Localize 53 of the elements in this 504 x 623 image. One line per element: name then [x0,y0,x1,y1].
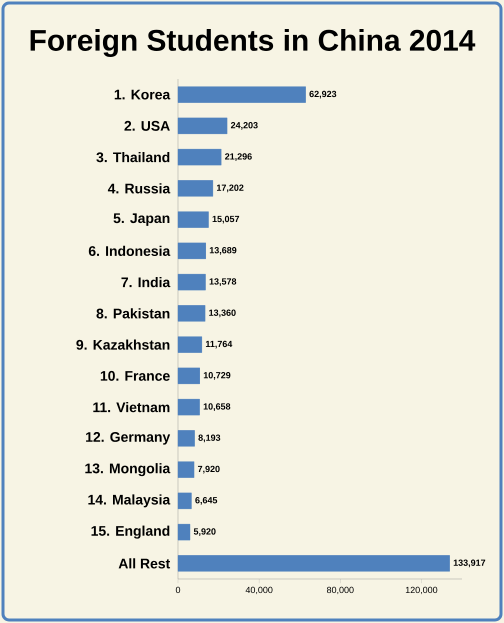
y-tick-label: 1. Korea [114,90,170,100]
data-label: 5,920 [194,528,216,536]
x-tick-label: 120,000 [406,586,438,594]
y-tick-label: 8. Pakistan [96,308,170,318]
data-label: 13,578 [210,278,236,286]
bar [178,86,306,103]
bar [178,211,209,228]
bar [178,336,202,353]
bar [178,148,222,166]
x-tick-label: 80,000 [326,586,354,594]
data-label: 10,729 [204,372,230,380]
data-label: 7,920 [198,466,220,474]
chart-title: Foreign Students in China 2014 [30,29,476,57]
y-tick-label: 13. Mongolia [85,463,170,476]
y-tick-label: 2. USA [124,120,170,131]
y-tick-label: 6. Indonesia [88,246,170,256]
bar [178,305,206,322]
bar [178,368,200,384]
data-label: 21,296 [225,153,252,161]
y-tick-label: 7. India [121,277,170,288]
y-tick-label: 15. England [92,526,170,539]
data-label: 13,360 [209,310,236,318]
data-label: 62,923 [309,90,336,98]
y-tick-label: 12. Germany [86,432,170,445]
x-tick-label: 40,000 [246,586,273,594]
y-tick-label: 9. Kazakhstan [76,340,170,350]
y-tick-label: 4. Russia [108,183,170,194]
data-label: 10,658 [204,403,230,411]
data-label: 15,057 [212,216,240,224]
data-label: 8,193 [198,434,220,442]
y-tick-label: 10. France [100,370,170,381]
y-tick-label: 11. Vietnam [93,402,170,412]
bar [178,524,190,540]
y-tick-label: 3. Thailand [96,152,170,162]
bar [178,274,206,290]
bar [178,430,195,447]
data-label: 133,917 [454,560,486,568]
bar [178,555,450,572]
data-label: 13,689 [210,247,236,255]
y-tick-label: 5. Japan [114,213,170,226]
bar [178,492,192,510]
data-label: 6,645 [195,497,218,505]
bar [178,398,200,416]
data-label: 24,203 [230,122,258,130]
bar [178,461,194,478]
bar [178,180,214,197]
bar [178,242,206,260]
data-label: 11,764 [206,340,232,348]
y-tick-label: All Rest [118,558,170,568]
data-label: 17,202 [216,184,244,192]
bar [178,118,228,134]
y-tick-label: 14. Malaysia [88,494,170,508]
x-tick-label: 0 [176,586,180,594]
